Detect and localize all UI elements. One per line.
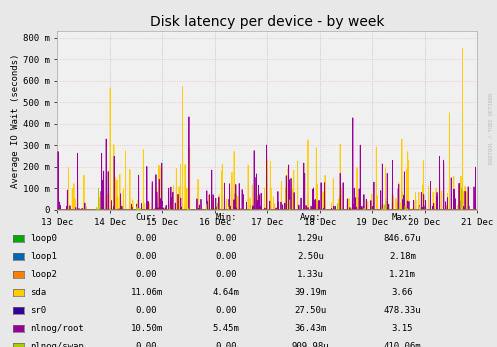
- Text: RRDTOOL / TOBI OETIKER: RRDTOOL / TOBI OETIKER: [489, 93, 494, 164]
- Y-axis label: Average IO Wait (seconds): Average IO Wait (seconds): [11, 53, 20, 188]
- Text: 2.50u: 2.50u: [297, 252, 324, 261]
- Text: 0.00: 0.00: [136, 342, 158, 347]
- Text: loop2: loop2: [30, 270, 57, 279]
- Text: 410.06m: 410.06m: [384, 342, 421, 347]
- Text: 5.45m: 5.45m: [213, 324, 240, 333]
- Text: 2.18m: 2.18m: [389, 252, 416, 261]
- Text: 0.00: 0.00: [136, 252, 158, 261]
- Text: 0.00: 0.00: [215, 342, 237, 347]
- Text: 0.00: 0.00: [136, 306, 158, 315]
- Text: Cur:: Cur:: [136, 213, 158, 222]
- Text: 478.33u: 478.33u: [384, 306, 421, 315]
- Text: loop0: loop0: [30, 234, 57, 243]
- Text: 846.67u: 846.67u: [384, 234, 421, 243]
- Text: 909.98u: 909.98u: [292, 342, 330, 347]
- Text: 0.00: 0.00: [215, 270, 237, 279]
- Text: 11.06m: 11.06m: [131, 288, 163, 297]
- Text: 0.00: 0.00: [215, 306, 237, 315]
- Text: 1.33u: 1.33u: [297, 270, 324, 279]
- Text: 0.00: 0.00: [215, 252, 237, 261]
- Text: Max:: Max:: [392, 213, 414, 222]
- Text: 3.66: 3.66: [392, 288, 414, 297]
- Text: 0.00: 0.00: [215, 234, 237, 243]
- Text: 4.64m: 4.64m: [213, 288, 240, 297]
- Text: nlnog/swap: nlnog/swap: [30, 342, 83, 347]
- Title: Disk latency per device - by week: Disk latency per device - by week: [150, 15, 384, 29]
- Text: 3.15: 3.15: [392, 324, 414, 333]
- Text: Avg:: Avg:: [300, 213, 322, 222]
- Text: loop1: loop1: [30, 252, 57, 261]
- Text: 39.19m: 39.19m: [295, 288, 327, 297]
- Text: 1.21m: 1.21m: [389, 270, 416, 279]
- Text: 0.00: 0.00: [136, 234, 158, 243]
- Text: 0.00: 0.00: [136, 270, 158, 279]
- Text: sr0: sr0: [30, 306, 46, 315]
- Text: sda: sda: [30, 288, 46, 297]
- Text: nlnog/root: nlnog/root: [30, 324, 83, 333]
- Text: Min:: Min:: [215, 213, 237, 222]
- Text: 27.50u: 27.50u: [295, 306, 327, 315]
- Text: 10.50m: 10.50m: [131, 324, 163, 333]
- Text: 1.29u: 1.29u: [297, 234, 324, 243]
- Text: 36.43m: 36.43m: [295, 324, 327, 333]
